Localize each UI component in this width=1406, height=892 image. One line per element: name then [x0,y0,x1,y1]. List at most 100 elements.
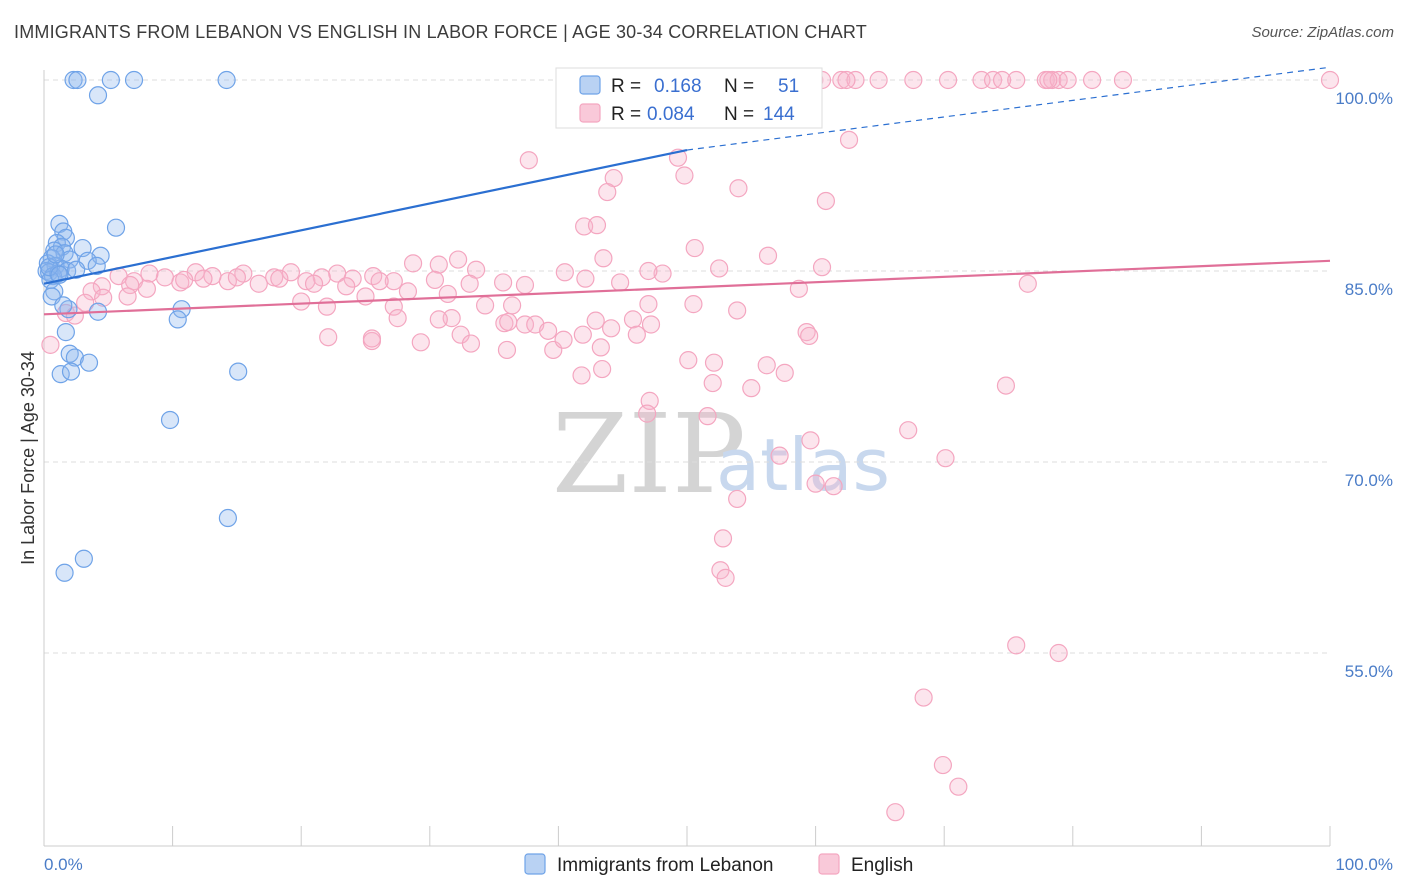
bottom-legend-label-lebanon: Immigrants from Lebanon [557,855,774,876]
english-point-80 [515,275,535,295]
english-point-87 [789,279,808,298]
lebanon-point-1 [68,70,87,90]
lebanon-point-45 [55,563,74,582]
english-point-147 [1007,636,1026,655]
english-point-128 [704,353,724,372]
lebanon-point-38 [79,353,99,372]
trend-lines [43,66,1331,316]
english-point-108 [641,315,661,334]
english-point-141 [806,474,825,493]
bottom-legend-label-english: English [851,855,913,876]
axes [43,70,1331,847]
english-point-29 [729,179,748,198]
english-point-127 [679,351,698,370]
english-point-79 [438,284,457,304]
lebanon-point-43 [218,508,237,528]
english-point-103 [515,315,535,334]
english-point-36 [448,250,468,269]
english-point-18 [1113,70,1133,90]
legend-n-label-lebanon: N = [724,76,754,97]
english-point-143 [728,489,747,509]
english-point-75 [304,274,324,293]
legend-r-value-english: 0.084 [647,104,695,125]
english-point-88 [292,292,311,311]
chart-title: IMMIGRANTS FROM LEBANON VS ENGLISH IN LA… [14,22,867,42]
english-point-137 [899,421,918,440]
english-point-40 [710,259,729,278]
english-point-110 [602,319,621,338]
english-point-71 [175,270,194,290]
english-point-83 [94,288,113,307]
english-point-96 [728,301,747,320]
lebanon-point-50 [54,296,73,315]
english-point-28 [598,182,617,202]
lebanon-point-27 [87,256,106,276]
english-point-21 [837,70,856,90]
english-point-5 [832,70,851,90]
english-point-140 [936,449,955,468]
english-point-16 [1058,70,1077,90]
x-tick-labels: 0.0% 100.0% [44,855,1393,874]
english-point-63 [155,268,174,287]
lebanon-point-35 [56,323,75,342]
english-point-46 [494,273,513,292]
english-point-82 [356,287,375,306]
english-point-105 [539,321,558,340]
english-point-52 [328,264,347,283]
legend-r-value-lebanon: 0.168 [654,76,702,97]
english-point-49 [384,272,403,291]
english-point-81 [460,274,479,293]
english-point-126 [593,359,612,379]
lebanon-point-42 [160,410,180,430]
english-point-73 [227,268,246,287]
x-tick-label-0: 0.0% [44,855,83,874]
english-point-144 [713,529,733,548]
english-point-76 [337,277,356,296]
english-point-35 [594,249,613,268]
english-point-152 [886,803,905,822]
english-point-142 [824,477,843,496]
english-point-41 [812,258,832,277]
english-point-151 [949,777,968,796]
english-point-38 [429,255,448,274]
english-point-138 [801,431,820,450]
bottom-legend-swatch-english [818,853,840,875]
english-point-34 [758,246,778,265]
english-point-47 [611,273,630,292]
english-point-136 [996,376,1016,395]
english-point-78 [398,282,418,301]
english-point-122 [591,338,610,357]
english-point-150 [933,755,953,775]
legend-n-label-english: N = [724,104,754,125]
legend-n-value-lebanon: 51 [778,76,799,97]
english-point-72 [194,269,213,288]
lebanon-point-5 [88,86,108,105]
english-point-89 [317,297,337,316]
english-point-130 [775,363,794,382]
english-point-109 [573,325,592,344]
y-tick-label-3: 100.0% [1335,89,1393,108]
english-point-86 [1018,274,1037,293]
y-tick-labels: 55.0% 70.0% 85.0% 100.0% [1335,89,1393,681]
lebanon-point-49 [46,245,65,264]
english-point-116 [362,329,382,348]
lebanon-point-37 [65,348,84,367]
english-point-19 [1320,70,1340,90]
english-point-12 [1007,70,1026,90]
x-tick-label-1: 100.0% [1335,855,1393,874]
english-point-114 [319,328,338,347]
lebanon-point-34 [168,310,187,329]
english-point-92 [475,296,495,315]
source-credit: Source: ZipAtlas.com [1251,24,1394,41]
english-point-146 [716,568,735,587]
lebanon-point-29 [45,282,64,301]
lebanon-point-40 [61,362,81,381]
english-point-8 [904,70,923,90]
english-point-22 [1039,70,1058,90]
english-point-30 [816,191,835,211]
lebanon-point-0 [64,70,83,90]
english-point-43 [576,269,595,288]
english-point-131 [703,373,722,393]
series-lebanon-points [37,70,248,582]
